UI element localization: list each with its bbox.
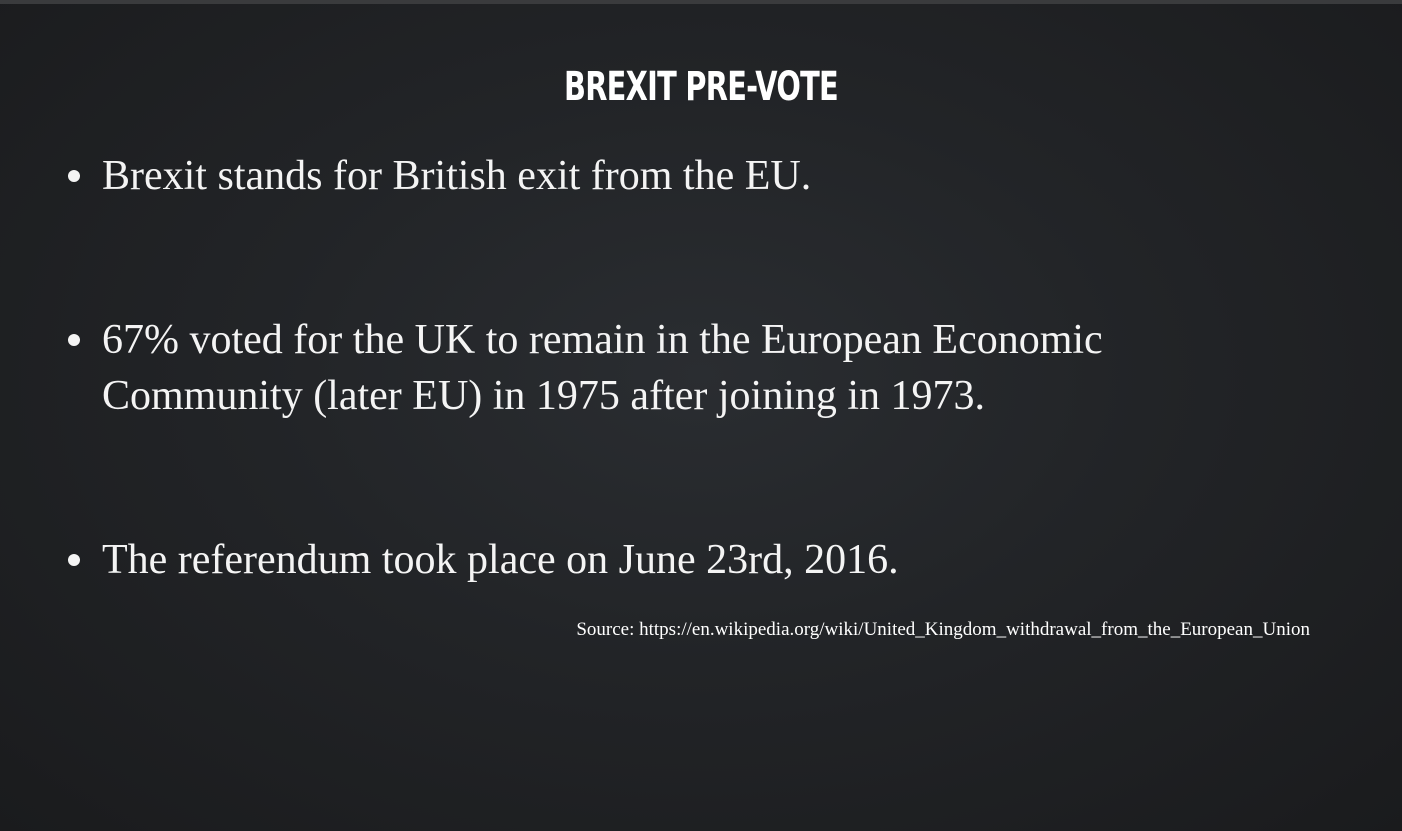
top-divider (0, 0, 1402, 4)
bullet-point-icon (68, 554, 80, 566)
bullet-item: 67% voted for the UK to remain in the Eu… (62, 312, 1222, 424)
bullet-text: Brexit stands for British exit from the … (102, 153, 812, 199)
source-citation: Source: https://en.wikipedia.org/wiki/Un… (576, 619, 1310, 640)
slide-title: BREXIT PRE-VOTE (563, 64, 839, 110)
bullet-text: The referendum took place on June 23rd, … (102, 537, 899, 583)
bullet-item: The referendum took place on June 23rd, … (62, 532, 1222, 588)
bullet-item: Brexit stands for British exit from the … (62, 148, 1222, 204)
bullet-point-icon (68, 170, 80, 182)
bullet-text: 67% voted for the UK to remain in the Eu… (102, 317, 1103, 419)
bullet-point-icon (68, 334, 80, 346)
